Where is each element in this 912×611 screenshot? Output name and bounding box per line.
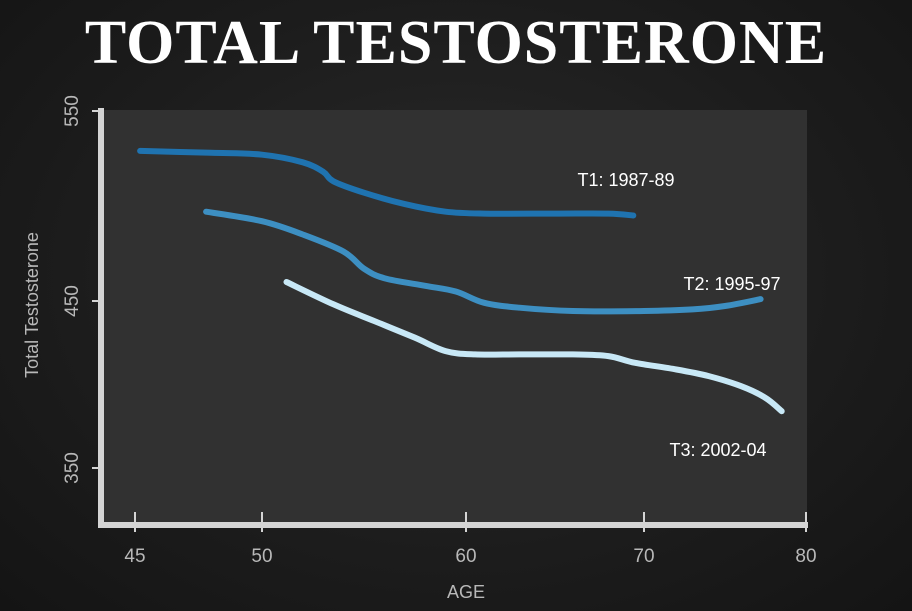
y-tick-label: 550: [62, 95, 83, 127]
x-tick-label: 60: [455, 546, 476, 567]
series-label-3: T3: 2002-04: [669, 440, 766, 460]
series-group: [137, 147, 785, 415]
series-label-2: T2: 1995-97: [683, 274, 780, 294]
y-axis-label: Total Testosterone: [22, 232, 42, 378]
chart-title: TOTAL TESTOSTERONE: [84, 9, 828, 77]
x-tick-label: 50: [251, 546, 272, 567]
series-line-1: [137, 147, 637, 219]
series-label-1: T1: 1987-89: [577, 170, 674, 190]
plot-area: [101, 110, 807, 524]
axes: 350 450 550 45 50 60 70 80: [62, 95, 817, 567]
x-tick-label: 70: [633, 546, 654, 567]
x-tick-label: 80: [795, 546, 816, 567]
y-tick-label: 450: [62, 285, 83, 317]
x-axis-label: AGE: [447, 582, 485, 602]
y-tick-label: 350: [62, 452, 83, 484]
x-tick-label: 45: [124, 546, 145, 567]
series-line-3: [283, 279, 785, 415]
series-labels: T1: 1987-89 T2: 1995-97 T3: 2002-04: [577, 170, 780, 460]
series-line-2: [203, 208, 764, 315]
